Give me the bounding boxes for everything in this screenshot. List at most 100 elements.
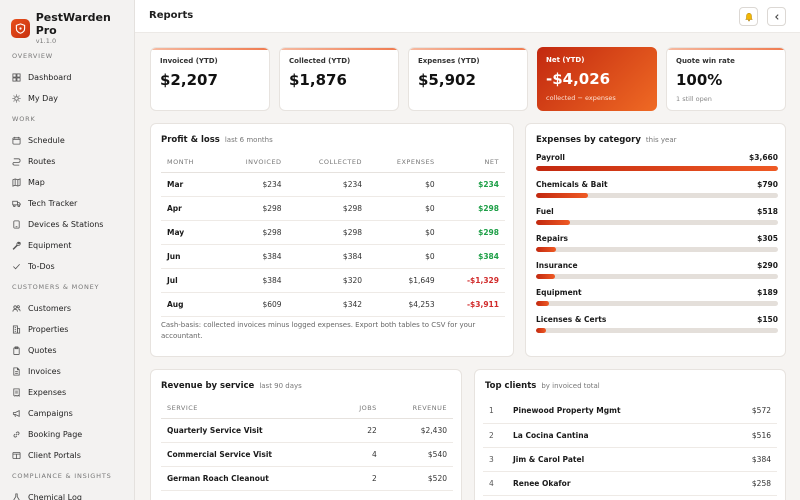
- bell-icon: [744, 12, 753, 21]
- net-cell: $298: [440, 220, 505, 245]
- app-version: v1.1.0: [35, 37, 57, 45]
- sidebar-item-label: Chemical Log: [28, 493, 82, 500]
- table-row: Jun $384 $384 $0 $384: [161, 244, 505, 269]
- check-icon: [13, 263, 20, 270]
- sidebar-item-label: Routes: [28, 157, 56, 166]
- sidebar-item-to-dos[interactable]: To-Dos: [0, 256, 134, 277]
- table-row: German Roach Cleanout 2 $520: [161, 466, 453, 491]
- category-bar-track: [536, 328, 778, 333]
- sidebar-item-my-day[interactable]: My Day: [0, 88, 134, 109]
- nav-section-title: COMPLIANCE & INSIGHTS: [12, 472, 112, 480]
- category-bar-track: [536, 247, 778, 252]
- kpi-sub: 1 still open: [676, 95, 712, 103]
- sidebar-item-label: Client Portals: [28, 451, 81, 460]
- month-cell: Aug: [161, 292, 218, 317]
- sidebar-item-schedule[interactable]: Schedule: [0, 130, 134, 151]
- profit-loss-note: Cash-basis: collected invoices minus log…: [161, 321, 476, 340]
- collected-cell: $320: [287, 268, 369, 293]
- expenses-by-category-card: Expenses by category this year Payroll $3,…: [525, 123, 786, 357]
- table-row[interactable]: 2 La Cocina Cantina $516: [483, 423, 777, 448]
- profit-loss-card: Profit & loss last 6 months MONTH INVOICE…: [150, 123, 514, 357]
- sun-icon: [12, 94, 21, 103]
- map-icon: [12, 178, 21, 187]
- table-row: Commercial Service Visit 4 $540: [161, 442, 453, 467]
- card-title: Profit & loss last 6 months: [161, 135, 273, 145]
- collapse-sidebar-button[interactable]: [767, 7, 786, 26]
- net-cell: -$3,911: [440, 292, 505, 317]
- category-bar-fill: [536, 193, 589, 198]
- sidebar-item-campaigns[interactable]: Campaigns: [0, 403, 134, 424]
- kpi-expenses: Expenses (YTD) $5,902: [408, 47, 528, 111]
- collected-cell: $298: [287, 196, 369, 221]
- kpi-label: Quote win rate: [676, 57, 735, 65]
- expense-category-row: Repairs $305: [536, 234, 778, 252]
- notifications-button[interactable]: [739, 7, 758, 26]
- sidebar-item-client-portals[interactable]: Client Portals: [0, 445, 134, 466]
- sidebar-item-label: Tech Tracker: [28, 199, 78, 208]
- net-cell: -$1,329: [440, 268, 505, 293]
- rank-cell: 4: [483, 471, 507, 496]
- client-name-cell: Jim & Carol Patel: [507, 447, 722, 472]
- sidebar-item-customers[interactable]: Customers: [0, 298, 134, 319]
- sidebar-item-label: Booking Page: [28, 430, 83, 439]
- expense-category-row: Licenses & Certs $150: [536, 315, 778, 333]
- client-name-cell: La Cocina Cantina: [507, 423, 722, 448]
- month-cell: Jun: [161, 244, 218, 269]
- brand[interactable]: PestWarden Pro v1.1.0: [0, 0, 134, 46]
- client-name-cell: Renee Okafor: [507, 471, 722, 496]
- net-cell: $384: [440, 244, 505, 269]
- table-row[interactable]: 3 Jim & Carol Patel $384: [483, 447, 777, 472]
- revenue-by-service-table: SERVICE JOBS REVENUE Quarterly Service V…: [161, 399, 453, 491]
- megaphone-icon: [12, 409, 20, 418]
- shield-logo-icon: [11, 19, 30, 38]
- users-icon: [12, 305, 21, 312]
- building-icon: [12, 325, 21, 334]
- sidebar-item-routes[interactable]: Routes: [0, 151, 134, 172]
- sidebar-item-quotes[interactable]: Quotes: [0, 340, 134, 361]
- collected-cell: $342: [287, 292, 369, 317]
- kpi-net: Net (YTD) -$4,026 collected − expenses: [537, 47, 657, 111]
- month-cell: Jul: [161, 268, 218, 293]
- expense-category-row: Insurance $290: [536, 261, 778, 279]
- sidebar-item-expenses[interactable]: Expenses: [0, 382, 134, 403]
- sidebar-item-label: Devices & Stations: [28, 220, 104, 229]
- sidebar-item-label: Quotes: [28, 346, 57, 355]
- sidebar-item-map[interactable]: Map: [0, 172, 134, 193]
- category-bar-fill: [536, 247, 557, 252]
- jobs-cell: 22: [338, 418, 383, 443]
- table-row: Aug $609 $342 $4,253 -$3,911: [161, 292, 505, 317]
- service-cell: Quarterly Service Visit: [161, 418, 339, 443]
- sidebar-item-tech-tracker[interactable]: Tech Tracker: [0, 193, 134, 214]
- category-amount: $189: [757, 288, 778, 297]
- revenue-cell: $520: [382, 466, 453, 491]
- rank-cell: 2: [483, 423, 507, 448]
- category-name: Equipment: [536, 288, 582, 297]
- client-amount-cell: $572: [721, 399, 777, 424]
- table-row[interactable]: 4 Renee Okafor $258: [483, 471, 777, 496]
- sidebar-item-label: Campaigns: [28, 409, 73, 418]
- sidebar-item-label: Properties: [28, 325, 69, 334]
- category-name: Chemicals & Bait: [536, 180, 608, 189]
- kpi-value: $5,902: [418, 71, 476, 89]
- collected-cell: $384: [287, 244, 369, 269]
- sidebar-item-dashboard[interactable]: Dashboard: [0, 67, 134, 88]
- sidebar-item-label: Dashboard: [28, 73, 72, 82]
- month-cell: May: [161, 220, 218, 245]
- sidebar-item-chemical-log[interactable]: Chemical Log: [0, 487, 134, 500]
- sidebar-item-properties[interactable]: Properties: [0, 319, 134, 340]
- category-name: Payroll: [536, 153, 566, 162]
- sidebar: PestWarden Pro v1.1.0 OVERVIEW Dashboard M…: [0, 0, 135, 500]
- invoiced-cell: $234: [217, 172, 288, 197]
- revenue-cell: $2,430: [382, 418, 453, 443]
- sidebar-item-label: To-Dos: [28, 262, 55, 271]
- kpi-invoiced: Invoiced (YTD) $2,207: [150, 47, 270, 111]
- grid-icon: [12, 73, 21, 82]
- sidebar-item-devices-stations[interactable]: Devices & Stations: [0, 214, 134, 235]
- category-name: Repairs: [536, 234, 569, 243]
- rank-cell: 1: [483, 399, 507, 424]
- category-name: Fuel: [536, 207, 554, 216]
- sidebar-item-equipment[interactable]: Equipment: [0, 235, 134, 256]
- table-row[interactable]: 1 Pinewood Property Mgmt $572: [483, 399, 777, 424]
- sidebar-item-invoices[interactable]: Invoices: [0, 361, 134, 382]
- sidebar-item-booking-page[interactable]: Booking Page: [0, 424, 134, 445]
